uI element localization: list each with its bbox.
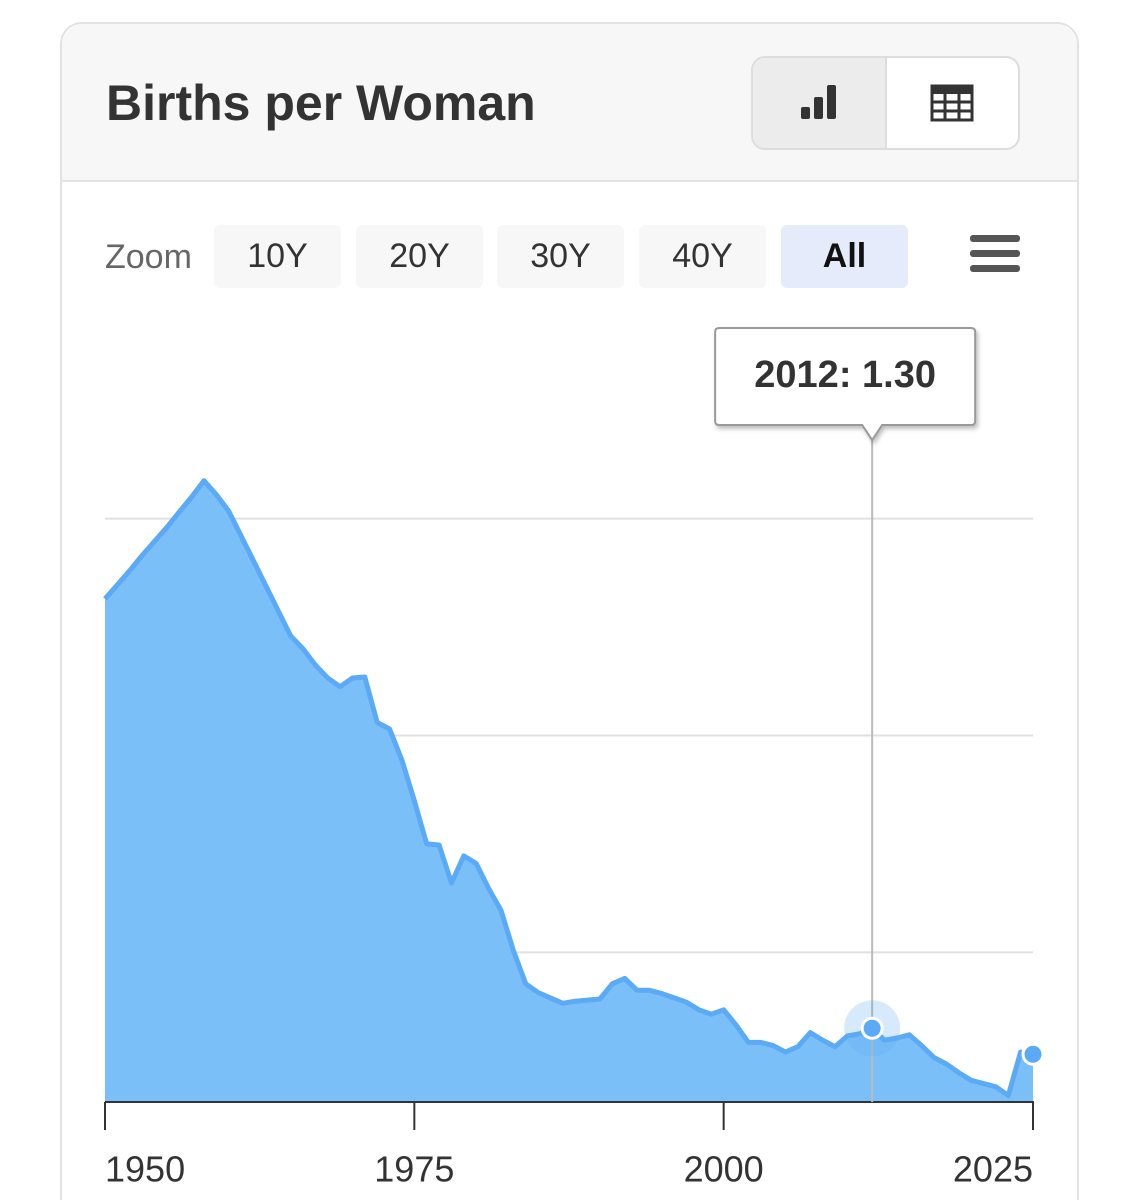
tooltip-box [714, 327, 977, 442]
x-tick-label: 1975 [374, 1149, 454, 1190]
zoom-button[interactable]: 20Y [356, 225, 483, 288]
x-tick-label: 1950 [105, 1149, 185, 1190]
table-view-button[interactable] [887, 58, 1019, 148]
zoom-button[interactable]: 40Y [639, 225, 766, 288]
hover-point [860, 1016, 884, 1040]
card-header: Births per Woman [62, 24, 1077, 182]
bar-icon [800, 85, 836, 119]
x-tick-label: 2000 [684, 1149, 764, 1190]
area [105, 480, 1033, 1102]
tooltip-label: 2012: 1.30 [754, 354, 936, 396]
view-toggle [751, 56, 1020, 150]
zoom-button[interactable]: 10Y [214, 225, 341, 288]
zoom-button[interactable]: 30Y [497, 225, 624, 288]
chart-title: Births per Woman [106, 75, 536, 131]
end-point [1021, 1042, 1045, 1066]
table-icon [930, 84, 974, 122]
tooltip: 2012: 1.30 [714, 327, 977, 442]
menu-button[interactable] [968, 234, 1022, 274]
zoom-button[interactable]: All [781, 225, 908, 288]
x-tick-label: 2025 [953, 1149, 1033, 1190]
zoom-label: Zoom [105, 238, 192, 276]
chart-view-button[interactable] [753, 58, 887, 148]
